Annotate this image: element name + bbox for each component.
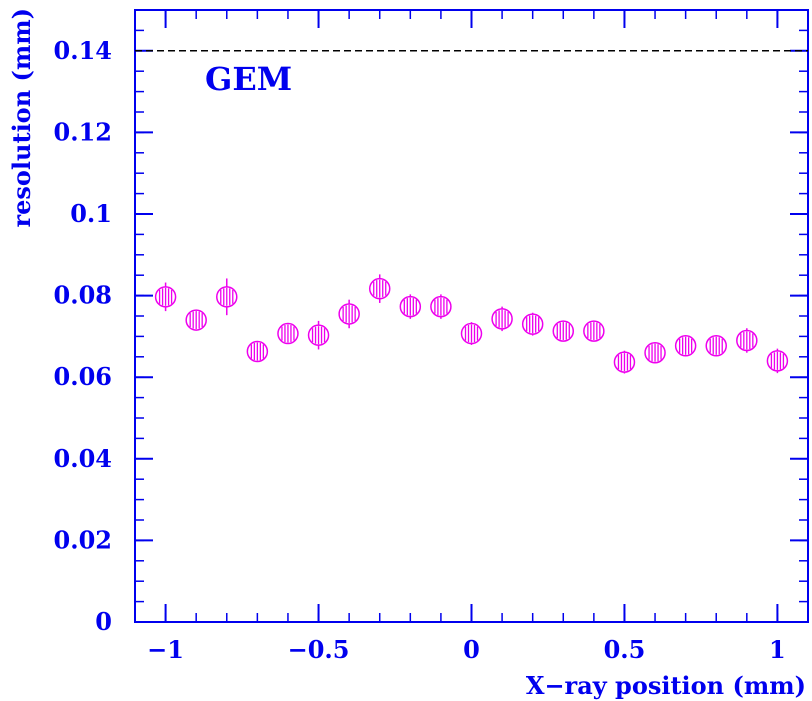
data-point [736,328,758,353]
y-tick-labels: 0 0.02 0.04 0.06 0.08 0.1 0.12 0.14 [54,36,112,636]
plot-frame [134,9,809,623]
minor-y-ticks [135,9,808,623]
data-point [368,274,391,303]
data-point [705,335,727,357]
data-point [552,320,575,342]
data-point [491,306,513,332]
y-tick-label: 0 [95,607,112,636]
x-axis-label: X−ray position (mm) [526,671,806,700]
data-point [766,348,789,374]
x-tick-label: 0 [463,635,480,664]
y-tick-label: 0.1 [70,199,112,228]
data-point [216,278,238,316]
data-point [154,282,177,312]
data-points [154,274,789,374]
data-point [674,335,697,357]
data-point [583,320,605,342]
y-tick-label: 0.08 [54,281,112,310]
major-y-ticks [135,49,808,623]
data-point [460,322,483,345]
x-tick-label: 1 [769,635,786,664]
x-tick-label: −0.5 [288,635,350,664]
data-point [399,294,422,319]
y-tick-label: 0.02 [54,525,112,554]
data-point [430,294,452,319]
x-tick-label: 0.5 [604,635,646,664]
minor-x-ticks [134,10,809,622]
major-x-ticks [164,10,779,622]
data-point [307,320,330,350]
data-point [521,312,544,336]
y-tick-label: 0.04 [54,444,112,473]
data-point [338,299,360,329]
data-point [644,341,666,364]
x-tick-labels: −1 −0.5 0 0.5 1 [147,635,786,664]
y-axis-label: resolution (mm) [7,8,36,228]
data-point [277,322,299,345]
y-tick-label: 0.06 [54,362,112,391]
x-tick-label: −1 [147,635,184,664]
y-tick-label: 0.14 [54,36,112,65]
gem-annotation: GEM [205,60,292,98]
data-point [613,350,636,374]
data-point [246,340,269,363]
y-tick-label: 0.12 [54,117,112,146]
data-point [185,309,207,331]
